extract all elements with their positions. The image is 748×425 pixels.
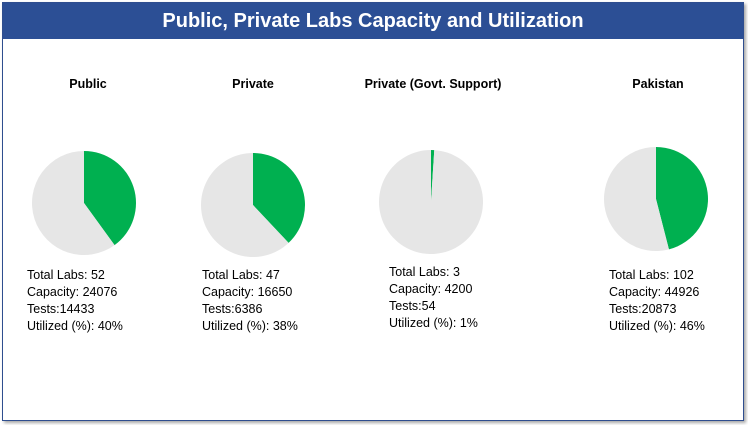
- panel-private: Private Total Labs: 47 Capacity: 16650 T…: [173, 3, 333, 422]
- capacity-line: Capacity: 16650: [202, 285, 293, 299]
- panel-pakistan: Pakistan Total Labs: 102 Capacity: 44926…: [583, 3, 733, 422]
- slide: Public, Private Labs Capacity and Utiliz…: [2, 2, 744, 421]
- total-labs-value: 102: [672, 268, 694, 282]
- pie-chart-private-govt-support: [379, 150, 483, 254]
- total-labs-line: Total Labs: 3: [389, 265, 460, 279]
- total-labs-line: Total Labs: 47: [202, 268, 280, 282]
- tests-line: Tests:14433: [27, 302, 95, 316]
- utilized-value: 38%: [272, 319, 298, 333]
- tests-value: 20873: [641, 302, 677, 316]
- total-labs-value: 52: [90, 268, 105, 282]
- pie-chart-public: [32, 151, 137, 255]
- tests-line: Tests:6386: [202, 302, 263, 316]
- capacity-line: Capacity: 44926: [609, 285, 700, 299]
- slide-title: Public, Private Labs Capacity and Utiliz…: [3, 3, 743, 39]
- panel-public: Public Total Labs: 52 Capacity: 24076 Te…: [3, 3, 173, 422]
- total-labs-value: 47: [265, 268, 280, 282]
- capacity-line: Capacity: 4200: [389, 282, 473, 296]
- panel-private-govt-support: Private (Govt. Support) Total Labs: 3 Ca…: [343, 3, 523, 422]
- chart-title: Pakistan: [632, 77, 684, 91]
- utilized-line: Utilized (%): 46%: [609, 319, 705, 333]
- capacity-value: 24076: [82, 285, 118, 299]
- pie-slice-utilized: [656, 147, 709, 250]
- utilized-value: 46%: [679, 319, 705, 333]
- utilized-line: Utilized (%): 40%: [27, 319, 123, 333]
- capacity-value: 44926: [664, 285, 700, 299]
- stats-pakistan: Total Labs: 102 Capacity: 44926 Tests:20…: [609, 267, 705, 335]
- pie-chart-private: [201, 153, 305, 257]
- tests-line: Tests:20873: [609, 302, 677, 316]
- utilized-line: Utilized (%): 38%: [202, 319, 298, 333]
- pie-slice-utilized: [84, 151, 137, 246]
- pie-slice-utilized: [253, 153, 305, 243]
- pie-slice-unutilized: [32, 151, 115, 255]
- chart-title: Private: [232, 77, 274, 91]
- pie-slice-unutilized: [379, 150, 483, 254]
- capacity-line: Capacity: 24076: [27, 285, 118, 299]
- tests-value: 6386: [234, 302, 263, 316]
- pie-slice-unutilized: [604, 147, 669, 251]
- total-labs-value: 3: [452, 265, 460, 279]
- pie-slice-utilized: [431, 150, 435, 202]
- stats-private-govt-support: Total Labs: 3 Capacity: 4200 Tests:54 Ut…: [389, 264, 478, 332]
- chart-title: Public: [69, 77, 107, 91]
- utilized-value: 1%: [459, 316, 478, 330]
- utilized-line: Utilized (%): 1%: [389, 316, 478, 330]
- capacity-value: 4200: [444, 282, 473, 296]
- pie-chart-pakistan: [604, 147, 709, 251]
- utilized-value: 40%: [97, 319, 123, 333]
- total-labs-line: Total Labs: 102: [609, 268, 694, 282]
- pie-slice-unutilized: [201, 153, 289, 257]
- tests-value: 54: [421, 299, 436, 313]
- stats-public: Total Labs: 52 Capacity: 24076 Tests:144…: [27, 267, 123, 335]
- chart-title: Private (Govt. Support): [364, 77, 502, 91]
- tests-line: Tests:54: [389, 299, 436, 313]
- stats-private: Total Labs: 47 Capacity: 16650 Tests:638…: [202, 267, 298, 335]
- tests-value: 14433: [59, 302, 95, 316]
- total-labs-line: Total Labs: 52: [27, 268, 105, 282]
- capacity-value: 16650: [257, 285, 293, 299]
